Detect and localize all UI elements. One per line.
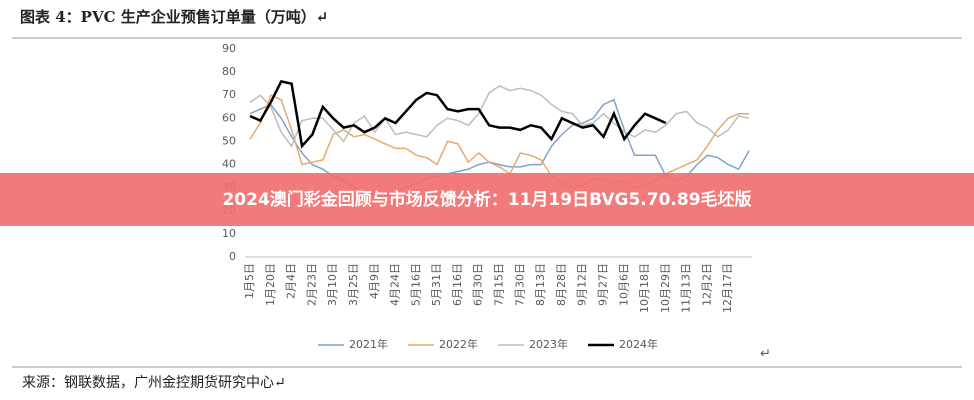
- x-tick-label: 4月9日: [368, 263, 381, 299]
- x-tick-label: 1月20日: [264, 263, 277, 306]
- banner: 2024澳门彩金回顾与市场反馈分析：11月19日BVG5.70.89毛坯版: [0, 173, 974, 226]
- x-tick-label: 7月30日: [513, 263, 526, 306]
- x-tick-label: 3月10日: [326, 263, 339, 306]
- x-tick-label: 12月2日: [700, 263, 713, 306]
- series-line: [249, 85, 750, 148]
- series-line: [249, 79, 667, 149]
- x-tick-label: 2月23日: [305, 263, 318, 306]
- x-tick-label: 9月12日: [576, 263, 589, 306]
- chart-title: 图表 4：PVC 生产企业预售订单量（万吨）↵: [20, 8, 328, 26]
- x-tick-label: 4月24日: [389, 263, 402, 306]
- x-tick-label: 11月13日: [680, 263, 693, 313]
- y-tick-label: 70: [222, 88, 236, 101]
- x-tick-label: 7月15日: [493, 263, 506, 306]
- x-tick-label: 3月25日: [347, 263, 360, 306]
- x-tick-label: 5月31日: [430, 263, 443, 306]
- x-tick-label: 2月4日: [285, 263, 298, 299]
- banner-bg: [0, 173, 974, 226]
- y-tick-label: 60: [222, 111, 236, 124]
- x-tick-label: 5月16日: [409, 263, 422, 306]
- x-tick-label: 12月17日: [721, 263, 734, 313]
- y-tick-label: 80: [222, 65, 236, 78]
- x-tick-label: 1月5日: [243, 263, 256, 299]
- x-tick-label: 8月13日: [534, 263, 547, 306]
- banner-text: 2024澳门彩金回顾与市场反馈分析：11月19日BVG5.70.89毛坯版: [222, 189, 751, 210]
- y-tick-label: 50: [222, 134, 236, 147]
- y-tick-label: 0: [229, 250, 236, 263]
- legend-label: 2021年: [349, 337, 388, 351]
- x-tick-label: 9月27日: [596, 263, 609, 306]
- note: ↵: [760, 347, 771, 362]
- legend-label: 2023年: [529, 337, 568, 351]
- legend-label: 2022年: [439, 337, 478, 351]
- y-tick-label: 90: [222, 42, 236, 55]
- y-tick-label: 40: [222, 158, 236, 171]
- source: 来源：钢联数据，广州金控期货研究中心↵: [22, 374, 286, 391]
- x-tick-label: 6月30日: [472, 263, 485, 306]
- x-tick-label: 6月16日: [451, 263, 464, 306]
- x-tick-label: 10月6日: [617, 263, 630, 306]
- x-tick-label: 10月29日: [659, 263, 672, 313]
- legend-label: 2024年: [619, 337, 658, 351]
- x-tick-label: 10月18日: [638, 263, 651, 313]
- y-tick-label: 10: [222, 227, 236, 240]
- x-tick-label: 8月28日: [555, 263, 568, 306]
